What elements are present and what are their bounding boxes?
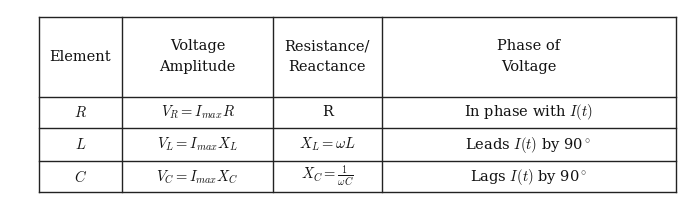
Text: $X_L = \omega L$: $X_L = \omega L$ <box>299 136 356 153</box>
Text: Resistance/
Reactance: Resistance/ Reactance <box>285 39 370 74</box>
Text: $R$: $R$ <box>74 105 87 120</box>
Text: $V_C = I_{max}X_C$: $V_C = I_{max}X_C$ <box>157 168 239 186</box>
Text: Lags $I(t)$ by 90$^\circ$: Lags $I(t)$ by 90$^\circ$ <box>470 167 587 187</box>
Text: $V_L = I_{max}X_L$: $V_L = I_{max}X_L$ <box>158 136 238 153</box>
Text: $C$: $C$ <box>74 169 87 185</box>
Text: Phase of
Voltage: Phase of Voltage <box>497 39 560 74</box>
Text: $X_C = \frac{1}{\omega C}$: $X_C = \frac{1}{\omega C}$ <box>301 164 354 189</box>
Text: In phase with $I(t)$: In phase with $I(t)$ <box>464 102 593 122</box>
Text: Element: Element <box>50 50 111 64</box>
Text: $V_R = I_{max}R$: $V_R = I_{max}R$ <box>161 104 234 121</box>
Text: R: R <box>322 105 332 119</box>
Text: Voltage
Amplitude: Voltage Amplitude <box>160 39 236 74</box>
Text: Leads $I(t)$ by 90$^\circ$: Leads $I(t)$ by 90$^\circ$ <box>466 135 592 155</box>
Text: $L$: $L$ <box>75 137 86 152</box>
